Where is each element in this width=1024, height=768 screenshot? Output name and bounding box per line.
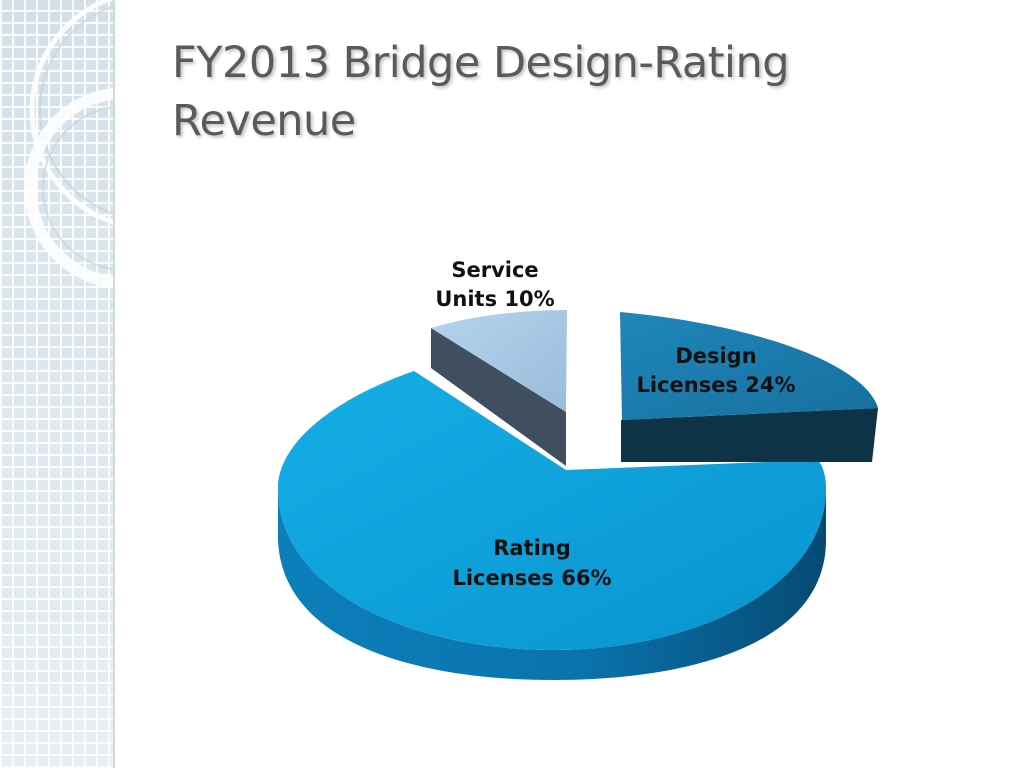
slice-side-rating (278, 488, 826, 680)
panel-divider (113, 0, 115, 768)
slice-rating-licenses (278, 371, 826, 650)
title-line-1: FY2013 Bridge Design-Rating (172, 38, 790, 88)
slice-design-licenses (620, 312, 878, 420)
decorative-rings (24, 0, 113, 289)
data-label-rating-line2: Licenses 66% (452, 566, 611, 590)
decorative-grid-panel (0, 0, 113, 768)
data-label-design-line1: Design (675, 344, 756, 368)
slice-service-units (431, 310, 567, 412)
data-label-design-line2: Licenses 24% (636, 373, 795, 397)
data-label-service-line1: Service (451, 258, 538, 282)
slide-title: FY2013 Bridge Design-Rating Revenue (172, 34, 972, 150)
slice-side-design (621, 408, 878, 462)
data-label-service-line2: Units 10% (435, 287, 554, 311)
data-label-rating-line1: Rating (493, 536, 571, 560)
slice-side-service (431, 328, 566, 466)
title-line-2: Revenue (172, 96, 356, 146)
